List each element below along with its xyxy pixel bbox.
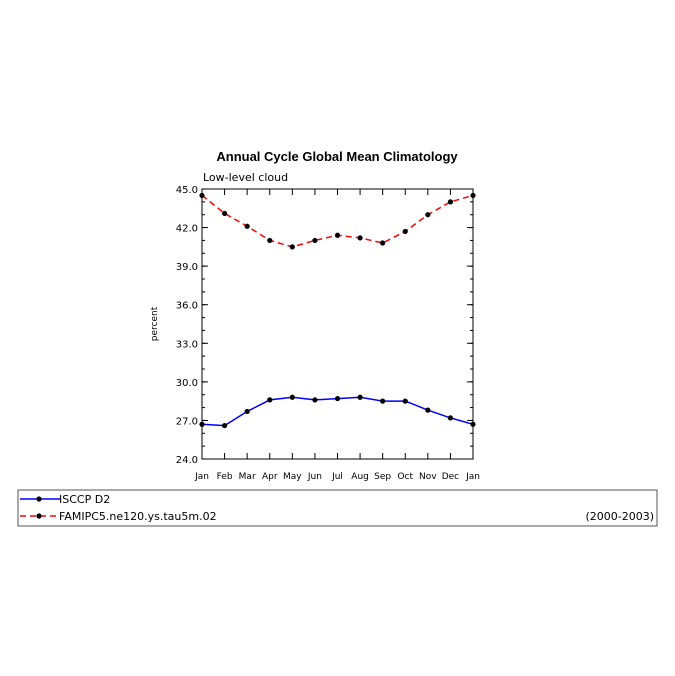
legend-box <box>17 489 658 527</box>
y-tick-label: 30.0 <box>176 378 198 389</box>
data-point <box>425 407 431 413</box>
data-point <box>289 244 295 250</box>
x-tick-label: Jul <box>331 472 343 482</box>
data-point <box>402 398 408 404</box>
data-point <box>402 228 408 235</box>
plot-frame <box>201 188 474 460</box>
x-tick-label: Mar <box>239 472 256 482</box>
legend-marker-2 <box>36 513 42 519</box>
data-point <box>357 394 363 400</box>
data-point <box>199 192 205 199</box>
x-tick-label: Sep <box>374 472 391 482</box>
chart-title: Annual Cycle Global Mean Climatology <box>216 149 458 164</box>
data-point <box>312 397 318 403</box>
y-tick-label: 39.0 <box>176 262 198 273</box>
data-point <box>470 421 476 427</box>
y-tick-label: 33.0 <box>176 339 198 350</box>
x-tick-label: Oct <box>397 472 413 482</box>
chart-subtitle: Low-level cloud <box>203 171 288 184</box>
x-tick-label: Feb <box>217 472 233 482</box>
data-point <box>447 415 454 421</box>
data-point <box>312 237 318 244</box>
y-tick-label: 45.0 <box>176 185 198 196</box>
x-tick-label: Dec <box>442 472 459 482</box>
legend-label-2: FAMIPC5.ne120.ys.tau5m.02 <box>59 510 217 523</box>
data-point <box>199 421 205 427</box>
legend-label-1: ISCCP D2 <box>59 493 110 506</box>
data-point <box>244 408 250 415</box>
legend-entry-2: FAMIPC5.ne120.ys.tau5m.02 <box>20 510 217 523</box>
plot-area: 24.0 27.0 30.0 33.0 36.0 39.0 42.0 45.0 Jan Feb Ma… <box>176 185 480 482</box>
y-tick-label: 24.0 <box>176 455 198 466</box>
data-point <box>334 395 341 402</box>
data-point <box>289 394 295 400</box>
y-tick-label: 27.0 <box>176 416 198 427</box>
data-point <box>380 240 386 246</box>
data-point <box>357 235 363 241</box>
data-point <box>334 232 341 238</box>
x-tick-label: May <box>283 472 302 482</box>
legend-period: (2000-2003) <box>585 510 654 523</box>
legend: ISCCP D2 FAMIPC5.ne120.ys.tau5m.02 (2000… <box>17 489 658 527</box>
data-point <box>425 212 431 218</box>
y-axis-label: percent <box>150 306 160 341</box>
series-line-2 <box>201 194 474 248</box>
legend-marker-1 <box>36 496 42 502</box>
data-point <box>221 210 228 217</box>
x-tick-label: Jun <box>307 472 322 482</box>
x-tick-label: Jan <box>194 472 209 482</box>
legend-entry-1: ISCCP D2 <box>20 493 110 506</box>
x-tick-label: Aug <box>351 472 369 482</box>
data-point <box>267 237 273 244</box>
x-tick-label: Jan <box>465 472 480 482</box>
data-point <box>470 192 476 199</box>
x-tick-label: Apr <box>262 472 278 482</box>
x-tick-label: Nov <box>419 472 437 482</box>
data-point <box>380 398 386 404</box>
y-tick-label: 42.0 <box>176 224 198 235</box>
series-line-1 <box>201 396 474 427</box>
data-point <box>221 422 228 429</box>
y-tick-label: 36.0 <box>176 301 198 312</box>
data-point <box>244 223 250 229</box>
data-point <box>447 199 454 205</box>
data-point <box>267 397 273 403</box>
